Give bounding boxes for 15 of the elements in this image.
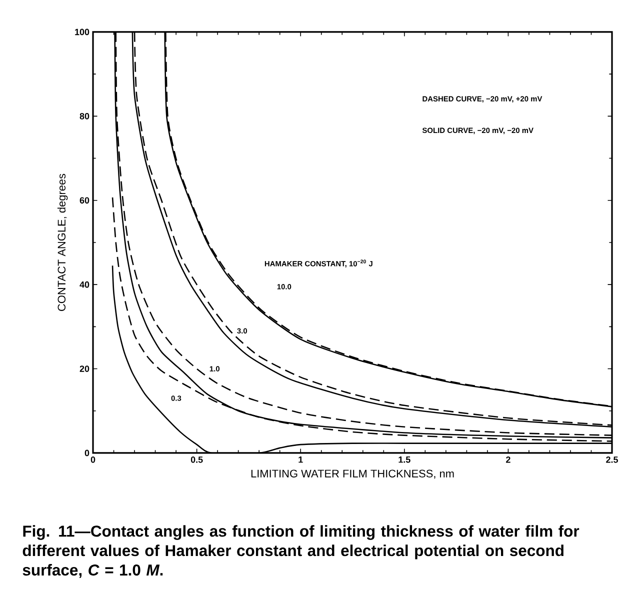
- x-tick-label: 1.5: [398, 456, 410, 463]
- x-tick-label: 0.5: [190, 456, 203, 463]
- x-tick-label: 0: [90, 456, 96, 463]
- y-tick-label: 80: [80, 113, 90, 120]
- caption: Fig. 11—Contact angles as function of limiting thickness of water film for different values of Hamaker constant and electrical potential on second surface, C = 1.0 M.: [22, 525, 580, 578]
- x-axis-title: LIMITING WATER FILM THICKNESS, nm: [251, 470, 454, 479]
- x-tick-label: 2: [506, 456, 510, 463]
- y-tick-label: 100: [75, 28, 90, 36]
- y-tick-label: 0: [84, 450, 90, 456]
- y-tick-label: 60: [80, 197, 90, 204]
- x-tick-label: 2.5: [606, 456, 618, 463]
- y-axis-title: CONTACT ANGLE, degrees: [57, 174, 68, 311]
- y-tick-label: 40: [80, 281, 90, 288]
- x-tick-label: 1: [298, 456, 303, 463]
- y-tick-label: 20: [80, 366, 90, 372]
